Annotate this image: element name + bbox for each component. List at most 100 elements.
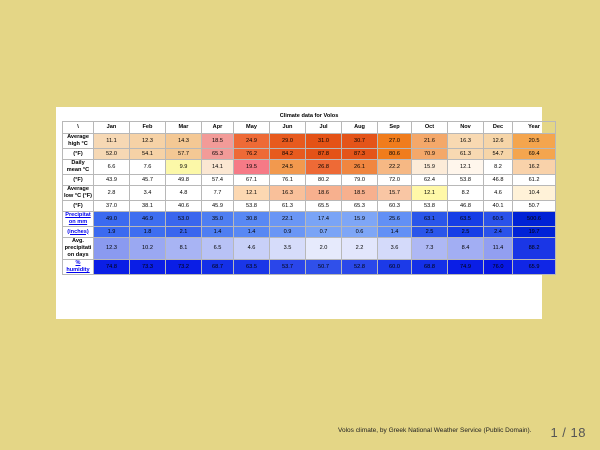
table-cell: 12.3 bbox=[93, 237, 130, 260]
table-cell: 61.3 bbox=[269, 200, 306, 212]
table-cell: 2.5 bbox=[411, 226, 448, 238]
table-cell: 60.3 bbox=[377, 200, 412, 212]
table-cell: 49.8 bbox=[165, 174, 202, 186]
table-cell: 54.1 bbox=[129, 148, 166, 160]
table-cell: 16.2 bbox=[511, 159, 557, 175]
table-cell: 12.6 bbox=[483, 133, 513, 149]
table-cell: 54.7 bbox=[483, 148, 513, 160]
row-label-line[interactable]: Precipitat bbox=[65, 212, 91, 219]
table-cell: 31.0 bbox=[305, 133, 342, 149]
row-label[interactable]: (inches) bbox=[62, 226, 94, 238]
row-label: Avg. precipitati on days bbox=[62, 237, 94, 260]
table-cell: 19.7 bbox=[511, 226, 557, 238]
table-cell: 18.5 bbox=[341, 185, 378, 201]
table-cell: 30.7 bbox=[341, 133, 378, 149]
table-cell: 65.5 bbox=[305, 200, 342, 212]
row-label-line: Average bbox=[67, 186, 89, 193]
row-label-line: on days bbox=[67, 252, 89, 258]
table-row: Precipitat on mm 49.0 46.9 53.0 35.0 30.8 22.1 1… bbox=[62, 211, 557, 227]
table-cell: 26.8 bbox=[305, 159, 342, 175]
page-total: 18 bbox=[570, 425, 586, 440]
table-cell: 2.2 bbox=[341, 237, 378, 260]
table-cell: 87.3 bbox=[341, 148, 378, 160]
table-cell: 20.5 bbox=[511, 133, 557, 149]
column-header: Jan bbox=[93, 121, 130, 134]
table-cell: 10.2 bbox=[129, 237, 166, 260]
table-cell: 3.4 bbox=[129, 185, 166, 201]
table-cell: 35.0 bbox=[201, 211, 234, 227]
row-label-line: low °C (°F) bbox=[63, 193, 93, 199]
row-label-line: Avg. bbox=[72, 238, 84, 245]
table-cell: 88.2 bbox=[511, 237, 557, 260]
row-label-line: Daily bbox=[71, 160, 85, 167]
table-cell: 52.8 bbox=[341, 259, 378, 275]
page-indicator: 1 / 18 bbox=[550, 425, 586, 440]
table-cell: 12.1 bbox=[411, 185, 448, 201]
table-row: Average high °C 11.1 12.3 14.3 18.5 24.9 29.0 31… bbox=[62, 133, 557, 149]
row-label[interactable]: Precipitat on mm bbox=[62, 211, 94, 227]
row-label[interactable]: % humidity bbox=[62, 259, 94, 275]
row-label: Daily mean °C bbox=[62, 159, 94, 175]
row-label: Average high °C bbox=[62, 133, 94, 149]
table-cell: 15.9 bbox=[411, 159, 448, 175]
table-cell: 49.0 bbox=[93, 211, 130, 227]
table-cell: 19.5 bbox=[233, 159, 270, 175]
table-cell: 7.3 bbox=[411, 237, 448, 260]
column-header: Year bbox=[511, 121, 557, 134]
table-cell: 38.1 bbox=[129, 200, 166, 212]
row-label: (°F) bbox=[62, 174, 94, 186]
table-cell: 1.8 bbox=[129, 226, 166, 238]
table-caption: Climate data for Volos bbox=[62, 111, 556, 122]
climate-table: Climate data for Volos \ Jan Feb Mar Apr May… bbox=[62, 111, 557, 275]
table-cell: 25.6 bbox=[377, 211, 412, 227]
table-cell: 15.9 bbox=[341, 211, 378, 227]
table-cell: 0.9 bbox=[269, 226, 306, 238]
row-label: Average low °C (°F) bbox=[62, 185, 94, 201]
table-row: (inches) 1.9 1.8 2.1 1.4 1.4 0.9 0.7 0.6 1.4 2.5 2.… bbox=[62, 226, 557, 238]
table-cell: 69.4 bbox=[511, 148, 557, 160]
table-cell: 68.7 bbox=[201, 259, 234, 275]
table-cell: 1.4 bbox=[201, 226, 234, 238]
table-cell: 53.0 bbox=[165, 211, 202, 227]
table-cell: 65.3 bbox=[201, 148, 234, 160]
column-header: Dec bbox=[483, 121, 513, 134]
table-cell: 46.8 bbox=[447, 200, 484, 212]
table-cell: 12.3 bbox=[129, 133, 166, 149]
row-label-line[interactable]: (inches) bbox=[67, 228, 89, 235]
table-cell: 73.2 bbox=[165, 259, 202, 275]
table-cell: 16.3 bbox=[269, 185, 306, 201]
table-cell: 12.1 bbox=[447, 159, 484, 175]
table-cell: 45.7 bbox=[129, 174, 166, 186]
table-cell: 50.7 bbox=[511, 200, 557, 212]
table-cell: 21.6 bbox=[411, 133, 448, 149]
table-cell: 4.6 bbox=[233, 237, 270, 260]
table-cell: 12.1 bbox=[233, 185, 270, 201]
row-label-line: mean °C bbox=[66, 167, 90, 173]
table-cell: 79.0 bbox=[341, 174, 378, 186]
table-cell: 40.1 bbox=[483, 200, 513, 212]
table-header-row: \ Jan Feb Mar Apr May Jun Jul Aug Sep Oct Nov Dec Ye… bbox=[62, 121, 557, 134]
table-cell: 26.1 bbox=[341, 159, 378, 175]
table-row: % humidity 74.8 73.3 73.2 68.7 63.5 53.7 50.7 52.… bbox=[62, 259, 557, 275]
row-label-line[interactable]: humidity bbox=[66, 267, 90, 273]
table-cell: 11.1 bbox=[93, 133, 130, 149]
table-cell: 14.1 bbox=[201, 159, 234, 175]
table-cell: 46.9 bbox=[129, 211, 166, 227]
table-cell: 2.5 bbox=[447, 226, 484, 238]
row-label-line: high °C bbox=[68, 141, 88, 147]
table-cell: 46.8 bbox=[483, 174, 513, 186]
table-cell: 65.9 bbox=[511, 259, 557, 275]
table-cell: 14.3 bbox=[165, 133, 202, 149]
row-label-line[interactable]: % bbox=[75, 260, 81, 267]
column-header: Aug bbox=[341, 121, 378, 134]
table-cell: 8.2 bbox=[447, 185, 484, 201]
table-cell: 63.1 bbox=[411, 211, 448, 227]
row-label-line[interactable]: on mm bbox=[68, 219, 88, 225]
table-cell: 53.8 bbox=[447, 174, 484, 186]
table-cell: 80.6 bbox=[377, 148, 412, 160]
table-cell: 24.5 bbox=[269, 159, 306, 175]
table-cell: 1.4 bbox=[377, 226, 412, 238]
column-header: Sep bbox=[377, 121, 412, 134]
table-row: Daily mean °C 6.6 7.6 9.9 14.1 19.5 24.5 26.8 26.… bbox=[62, 159, 557, 175]
table-cell: 22.2 bbox=[377, 159, 412, 175]
